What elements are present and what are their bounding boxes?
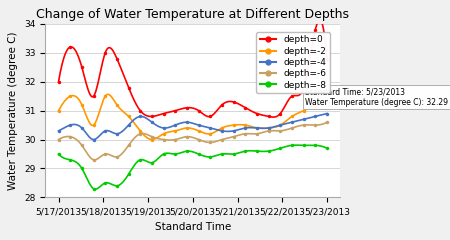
depth=-4 [56,129,61,132]
depth=0 [283,103,288,106]
Line: depth=-2: depth=-2 [58,94,327,139]
depth=-4 [324,112,330,115]
depth=-6 [56,138,61,141]
Line: depth=-8: depth=-8 [58,145,327,189]
depth=0 [300,89,306,91]
depth=-2 [216,128,222,131]
depth=-2 [56,109,61,112]
depth=-2 [301,109,306,112]
depth=0 [216,107,221,110]
depth=-6 [300,124,306,127]
depth=-2 [57,108,62,110]
depth=-4 [283,122,288,125]
depth=0 [57,75,62,78]
Line: depth=0: depth=0 [58,20,327,117]
depth=-8 [216,153,221,156]
depth=-8 [216,153,222,156]
Line: depth=-6: depth=-6 [58,122,327,160]
depth=-8 [283,145,288,148]
depth=-2 [324,101,330,103]
depth=-8 [294,144,299,147]
depth=-8 [301,144,306,147]
depth=-6 [216,139,221,142]
depth=-4 [221,130,226,132]
depth=-6 [221,138,226,140]
Legend: depth=0, depth=-2, depth=-4, depth=-6, depth=-8: depth=0, depth=-2, depth=-4, depth=-6, d… [256,32,330,93]
depth=-2 [217,127,223,130]
depth=-4 [57,129,62,132]
X-axis label: Standard Time: Standard Time [155,222,231,232]
depth=-6 [92,158,97,161]
Title: Change of Water Temperature at Different Depths: Change of Water Temperature at Different… [36,8,349,21]
depth=-8 [324,147,330,150]
depth=0 [220,103,225,106]
depth=-2 [149,138,155,141]
depth=-6 [324,121,330,124]
depth=-4 [300,118,306,121]
Line: depth=-4: depth=-4 [58,114,327,139]
depth=-8 [56,153,61,156]
depth=-2 [222,126,227,128]
depth=-4 [91,138,96,141]
depth=-6 [283,128,288,131]
depth=0 [215,108,220,111]
depth=-6 [216,139,222,142]
depth=-6 [57,138,62,140]
depth=-4 [216,129,222,132]
depth=0 [317,18,323,21]
depth=-2 [284,119,289,122]
Y-axis label: Water Temperature (degree C): Water Temperature (degree C) [9,31,18,190]
depth=-4 [216,129,221,132]
Text: Standard Time: 5/23/2013
Water Temperature (degree C): 32.29: Standard Time: 5/23/2013 Water Temperatu… [305,88,448,107]
depth=0 [56,80,61,83]
depth=-8 [57,154,62,156]
depth=0 [324,57,330,60]
depth=0 [270,116,276,119]
depth=-8 [221,152,226,155]
depth=-2 [105,93,111,96]
depth=-8 [93,188,98,191]
